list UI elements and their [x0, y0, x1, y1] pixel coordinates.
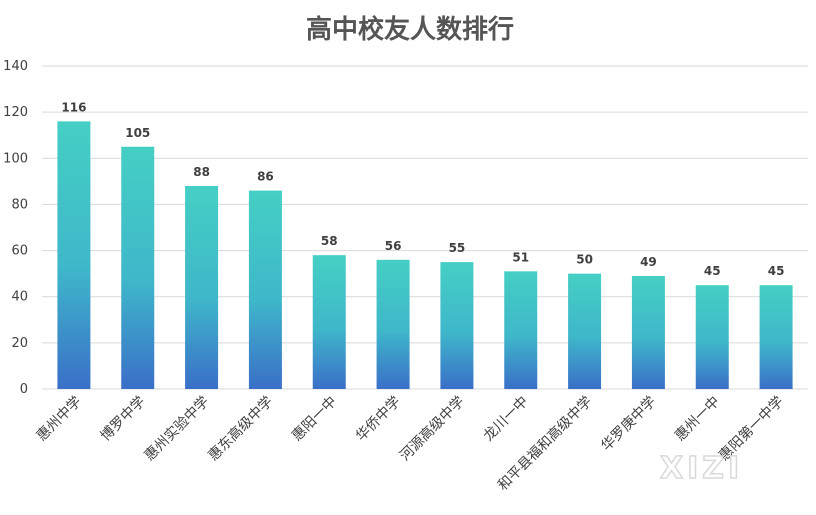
bar — [57, 121, 91, 389]
bar — [248, 190, 282, 389]
y-tick-label: 120 — [3, 105, 28, 120]
y-tick-label: 140 — [3, 59, 28, 74]
data-label: 105 — [125, 126, 150, 140]
data-label: 50 — [576, 253, 593, 267]
bar — [121, 146, 155, 389]
bar — [185, 185, 219, 389]
x-tick-label: 华侨中学 — [353, 394, 404, 445]
data-label: 45 — [768, 264, 785, 278]
data-label: 56 — [385, 239, 402, 253]
x-tick-label: 华罗庚中学 — [598, 394, 659, 455]
bars — [57, 121, 793, 389]
x-tick-label: 惠州一中 — [672, 394, 723, 445]
y-tick-label: 40 — [11, 290, 28, 305]
x-tick-label: 龙川一中 — [481, 394, 532, 445]
bar — [759, 285, 793, 389]
y-tick-label: 0 — [20, 382, 28, 397]
chart-title: 高中校友人数排行 — [306, 14, 514, 45]
bar — [312, 255, 346, 389]
y-tick-label: 20 — [11, 336, 28, 351]
watermark: XIZI — [660, 451, 743, 486]
y-tick-label: 80 — [11, 197, 28, 212]
bar — [504, 271, 538, 389]
bar — [568, 273, 602, 389]
data-label: 88 — [193, 165, 210, 179]
data-label: 116 — [61, 100, 86, 114]
x-tick-label: 博罗中学 — [97, 393, 149, 445]
data-label: 55 — [449, 241, 466, 255]
bar — [631, 275, 665, 389]
y-tick-label: 100 — [3, 151, 28, 166]
x-tick-label: 惠州实验中学 — [142, 394, 213, 465]
data-label: 51 — [512, 250, 529, 264]
bar — [440, 262, 474, 389]
data-label: 49 — [640, 255, 657, 269]
x-tick-label: 惠阳一中 — [289, 394, 340, 445]
x-tick-label: 河源高级中学 — [396, 393, 467, 464]
data-label: 58 — [321, 234, 338, 248]
y-axis: 0 20 40 60 80 100 120 140 — [3, 59, 28, 397]
y-tick-label: 60 — [11, 244, 28, 259]
data-label: 86 — [257, 170, 274, 184]
bar — [695, 285, 729, 389]
data-labels: 116 105 88 86 58 56 55 51 50 49 45 45 — [61, 100, 784, 278]
bar — [376, 259, 410, 389]
x-tick-label: 惠州中学 — [34, 394, 85, 445]
x-tick-label: 惠东高级中学 — [205, 393, 276, 464]
data-label: 45 — [704, 264, 721, 278]
gridlines — [42, 65, 808, 390]
